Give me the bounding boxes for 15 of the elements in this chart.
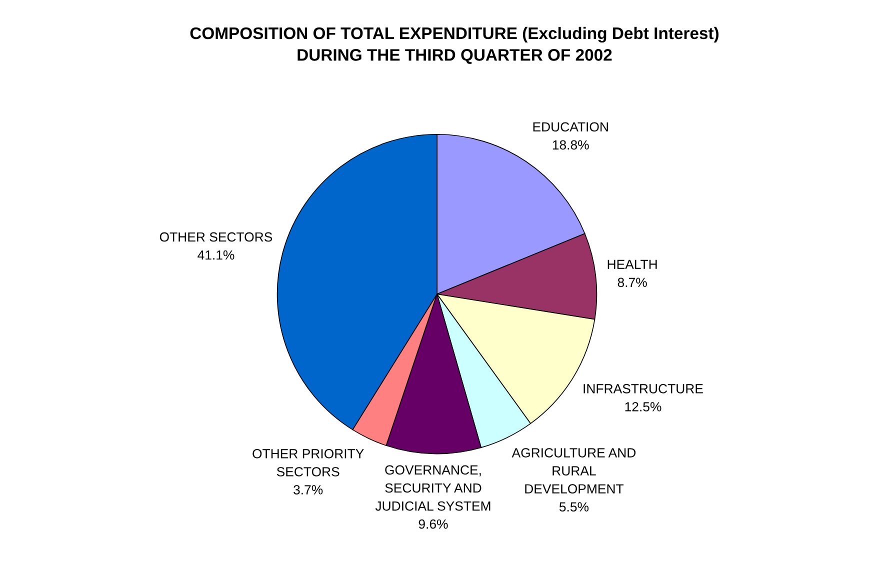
slice-label: INFRASTRUCTURE <box>584 384 703 394</box>
slice-label: GOVERNANCE, SECURITY AND JUDICIAL SYSTEM <box>375 465 490 511</box>
data-label: 41.1% <box>198 250 234 260</box>
slice-label: OTHER SECTORS <box>160 232 272 242</box>
data-label: 12.5% <box>625 402 662 412</box>
chart-title: COMPOSITION OF TOTAL EXPENDITURE (Excluding Debt Interest) DURING THE THIRD QUARTER OF 2002 <box>190 26 719 64</box>
data-label: 3.7% <box>294 485 323 494</box>
data-label: 18.8% <box>552 140 589 150</box>
slice-label: HEALTH <box>608 260 657 269</box>
data-label: 5.5% <box>559 502 589 512</box>
data-label: 9.6% <box>418 519 448 529</box>
slice-label: OTHER PRIORITY SECTORS <box>252 449 364 476</box>
slice-label: AGRICULTURE AND RURAL DEVELOPMENT <box>512 448 636 494</box>
slice-label: EDUCATION <box>533 122 608 132</box>
data-label: 8.7% <box>618 278 647 288</box>
